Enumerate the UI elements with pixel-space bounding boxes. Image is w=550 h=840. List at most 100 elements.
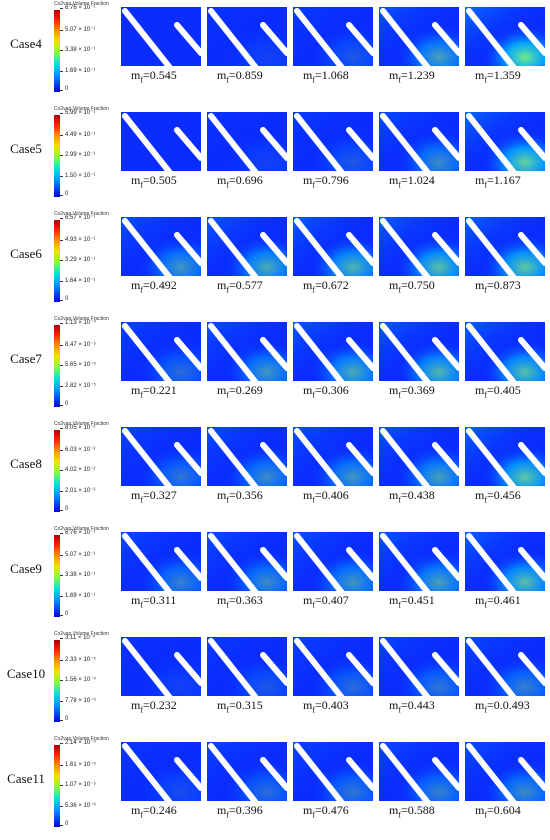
simulation-panel (379, 322, 459, 381)
colorbar-title: Co2vap.Volume Fraction (54, 421, 109, 427)
simulation-image (121, 742, 201, 801)
simulation-panel (293, 532, 373, 591)
colorbar (54, 535, 60, 617)
simulation-panel (207, 322, 287, 381)
colorbar-title: Co2vap.Volume Fraction (54, 631, 109, 637)
mass-flow-label: mf=1.239 (389, 68, 435, 85)
simulation-image (465, 217, 545, 276)
colorbar-tick-label: 0 (59, 821, 69, 827)
simulation-image (293, 742, 373, 801)
simulation-panel (207, 742, 287, 801)
mass-flow-label: mf=1.024 (389, 173, 435, 190)
simulation-image (293, 532, 373, 591)
simulation-image (465, 637, 545, 696)
mass-flow-label: mf=0.406 (303, 488, 349, 505)
simulation-image (293, 217, 373, 276)
simulation-image (121, 112, 201, 171)
simulation-panel (207, 217, 287, 276)
colorbar-tick-label: 1.64 × 10⁻¹ (59, 278, 96, 284)
mass-flow-label: mf=0.315 (217, 698, 263, 715)
simulation-panel (293, 322, 373, 381)
colorbar-tick-label: 5.65 × 10⁻⁵ (60, 362, 96, 368)
colorbar-tick-label: 0 (59, 716, 69, 722)
mass-flow-label: mf=0.461 (475, 593, 521, 610)
colorbar-tick-label: 2.82 × 10⁻⁵ (60, 383, 96, 389)
simulation-panel (293, 217, 373, 276)
case-label: Case6 (10, 246, 42, 261)
simulation-image (379, 532, 459, 591)
colorbar-tick-label: 5.36 × 10⁻⁶ (60, 803, 96, 809)
colorbar (54, 745, 60, 827)
simulation-panel (465, 112, 545, 171)
case-row: Case9 Co2vap.Volume Fraction 6.76 × 10⁻¹ 5.… (0, 525, 550, 628)
mass-flow-label: mf=0.363 (217, 593, 263, 610)
mass-flow-label: mf=0.396 (217, 803, 263, 820)
simulation-image (207, 112, 287, 171)
simulation-image (293, 322, 373, 381)
mass-flow-label: mf=0.796 (303, 173, 349, 190)
colorbar-title: Co2vap.Volume Fraction (54, 1, 109, 7)
case-label: Case5 (10, 141, 42, 156)
case-row: Case6 Co2vap.Volume Fraction 6.57 × 10⁻¹ 4.… (0, 210, 550, 313)
simulation-panel (121, 427, 201, 486)
colorbar-title: Co2vap.Volume Fraction (54, 211, 109, 217)
simulation-image (379, 322, 459, 381)
simulation-image (379, 112, 459, 171)
colorbar-tick-label: 5.07 × 10⁻¹ (59, 552, 96, 558)
simulation-image (379, 7, 459, 66)
mass-flow-label: mf=0.369 (389, 383, 435, 400)
case-row: Case11 Co2vap.Volume Fraction 2.14 × 10⁻⁵ 1… (0, 735, 550, 838)
simulation-panel (207, 7, 287, 66)
simulation-image (207, 742, 287, 801)
colorbar-title: Co2vap.Volume Fraction (54, 106, 109, 112)
colorbar-tick-label: 3.11 × 10⁻⁵ (59, 635, 96, 641)
colorbar-tick-label: 6.76 × 10⁻¹ (59, 530, 96, 536)
simulation-image (121, 637, 201, 696)
mass-flow-label: mf=0.232 (131, 698, 177, 715)
colorbar-tick-label: 1.50 × 10⁻¹ (59, 173, 96, 179)
case-row: Case10 Co2vap.Volume Fraction 3.11 × 10⁻⁵ 2… (0, 630, 550, 733)
colorbar (54, 325, 60, 407)
simulation-image (293, 7, 373, 66)
colorbar (54, 430, 60, 512)
case-label: Case10 (6, 666, 46, 681)
mass-flow-label: mf=0.505 (131, 173, 177, 190)
mass-flow-label: mf=1.359 (475, 68, 521, 85)
mass-flow-label: mf=0.604 (475, 803, 521, 820)
simulation-image (207, 322, 287, 381)
colorbar-tick-label: 8.05 × 10⁻² (59, 425, 96, 431)
simulation-panel (293, 742, 373, 801)
colorbar (54, 10, 60, 92)
mass-flow-label: mf=0.306 (303, 383, 349, 400)
simulation-panel (465, 637, 545, 696)
simulation-panel (379, 532, 459, 591)
simulation-image (207, 7, 287, 66)
colorbar-tick-label: 4.02 × 10⁻² (59, 467, 96, 473)
simulation-panel (293, 112, 373, 171)
simulation-panel (121, 742, 201, 801)
simulation-image (293, 112, 373, 171)
simulation-panel (207, 112, 287, 171)
mass-flow-label: mf=0.492 (131, 278, 177, 295)
colorbar-tick-label: 1.56 × 10⁻⁵ (60, 677, 96, 683)
simulation-panel (121, 637, 201, 696)
simulation-image (121, 7, 201, 66)
mass-flow-label: mf=0.451 (389, 593, 435, 610)
simulation-image (465, 112, 545, 171)
mass-flow-label: mf=0.327 (131, 488, 177, 505)
colorbar-tick-label: 0 (59, 611, 69, 617)
mass-flow-label: mf=0.672 (303, 278, 349, 295)
simulation-panel (379, 112, 459, 171)
mass-flow-label: mf=0.405 (475, 383, 521, 400)
simulation-image (207, 637, 287, 696)
simulation-panel (465, 217, 545, 276)
simulation-panel (207, 637, 287, 696)
mass-flow-label: mf=0.873 (475, 278, 521, 295)
mass-flow-label: mf=0.407 (303, 593, 349, 610)
simulation-panel (465, 427, 545, 486)
colorbar-tick-label: 1.07 × 10⁻⁵ (60, 782, 96, 788)
colorbar-tick-label: 4.93 × 10⁻¹ (59, 237, 96, 243)
colorbar-tick-label: 4.49 × 10⁻¹ (59, 132, 96, 138)
colorbar-tick-label: 8.47 × 10⁻⁵ (60, 342, 96, 348)
case-row: Case7 Co2vap.Volume Fraction 1.13 × 10⁻⁴ 8.… (0, 315, 550, 418)
